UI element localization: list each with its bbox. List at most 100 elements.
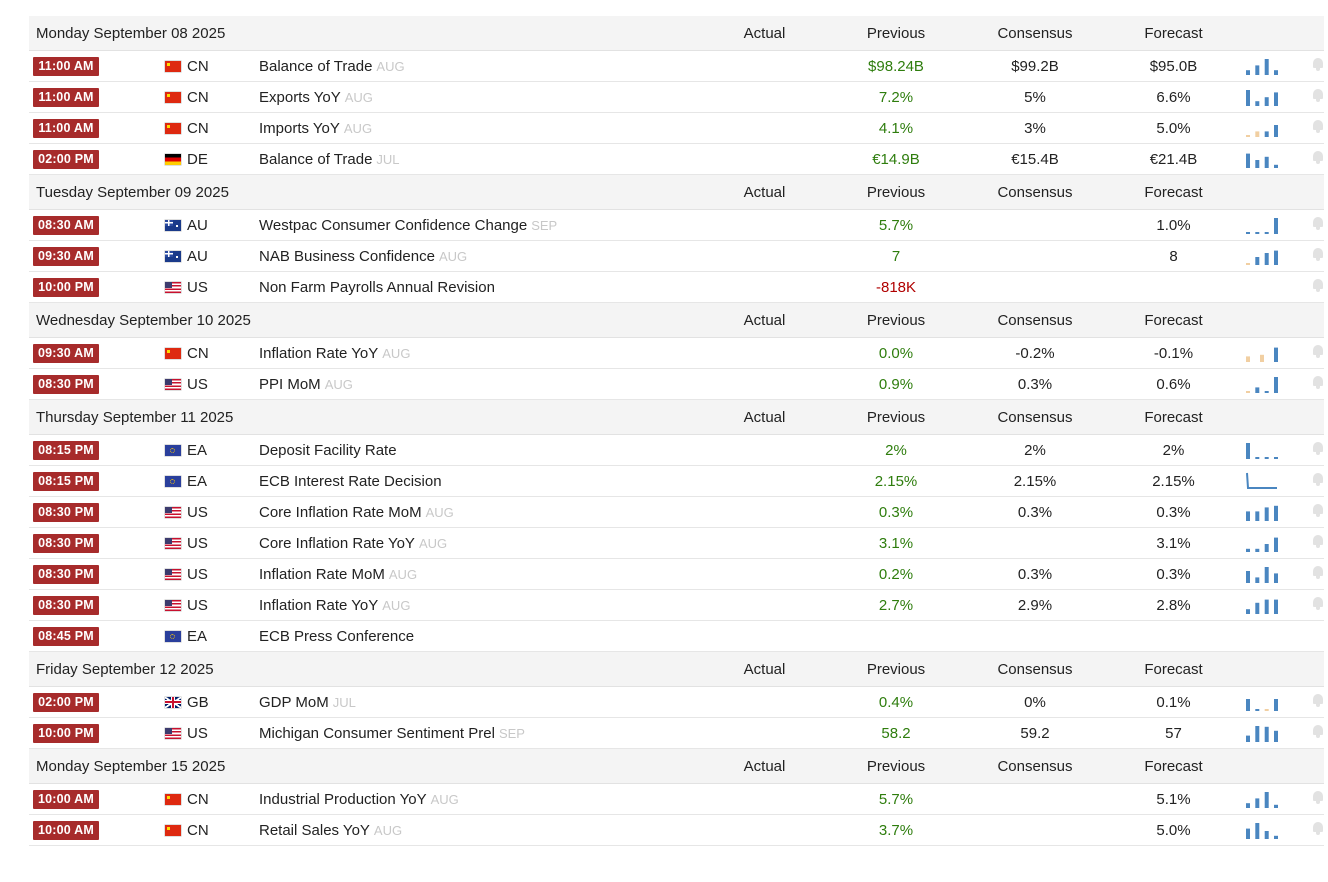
day-date: Thursday September 11 2025 — [36, 408, 234, 426]
sparkline-chart[interactable] — [1232, 724, 1312, 742]
event-name-link[interactable]: GDP MoM — [259, 693, 329, 711]
event-row[interactable]: 08:15 PM EA Deposit Facility Rate 2% 2% … — [29, 435, 1324, 466]
bell-alert-icon[interactable] — [1312, 596, 1324, 610]
country-code: EA — [187, 627, 208, 645]
sparkline-chart[interactable] — [1232, 119, 1312, 137]
bell-alert-icon[interactable] — [1312, 693, 1324, 707]
event-name-link[interactable]: ECB Interest Rate Decision — [259, 472, 442, 490]
sparkline-chart[interactable] — [1232, 247, 1312, 265]
event-row[interactable]: 02:00 PM DE Balance of Trade JUL €14.9B €… — [29, 144, 1324, 175]
event-name-link[interactable]: ECB Press Conference — [259, 627, 415, 645]
event-row[interactable]: 08:30 AM AU Westpac Consumer Confidence … — [29, 210, 1324, 241]
bell-alert-icon[interactable] — [1312, 565, 1324, 579]
reference-period: JUL — [376, 151, 400, 167]
country-flag-icon — [165, 378, 181, 390]
event-time-badge: 08:30 PM — [33, 564, 99, 584]
event-row[interactable]: 08:30 PM US PPI MoM AUG 0.9% 0.3% 0.6% — [29, 369, 1324, 400]
event-name-link[interactable]: Exports YoY — [259, 88, 341, 106]
bell-alert-icon[interactable] — [1312, 88, 1324, 102]
sparkline-chart[interactable] — [1232, 375, 1312, 393]
forecast-value: 2.8% — [1156, 596, 1191, 614]
sparkline-chart[interactable] — [1232, 565, 1312, 583]
event-row[interactable]: 08:30 PM US Core Inflation Rate YoY AUG 3… — [29, 528, 1324, 559]
sparkline-chart[interactable] — [1232, 534, 1312, 552]
bell-alert-icon[interactable] — [1312, 790, 1324, 804]
event-row[interactable]: 11:00 AM CN Imports YoY AUG 4.1% 3% 5.0% — [29, 113, 1324, 144]
event-row[interactable]: 08:45 PM EA ECB Press Conference — [29, 621, 1324, 652]
sparkline-chart[interactable] — [1232, 790, 1312, 808]
event-row[interactable]: 10:00 PM US Michigan Consumer Sentiment … — [29, 718, 1324, 749]
event-row[interactable]: 10:00 AM CN Retail Sales YoY AUG 3.7% 5.0… — [29, 815, 1324, 846]
forecast-value: 0.1% — [1156, 693, 1191, 711]
event-name-link[interactable]: Deposit Facility Rate — [259, 441, 397, 459]
previous-value: 5.7% — [878, 216, 914, 234]
event-name-link[interactable]: Core Inflation Rate MoM — [259, 503, 422, 521]
bell-alert-icon[interactable] — [1312, 216, 1324, 230]
previous-value: 2% — [885, 441, 907, 459]
event-name-link[interactable]: Imports YoY — [259, 119, 340, 137]
bell-alert-icon[interactable] — [1312, 278, 1324, 292]
event-row[interactable]: 09:30 AM AU NAB Business Confidence AUG 7… — [29, 241, 1324, 272]
bell-alert-icon[interactable] — [1312, 821, 1324, 835]
bell-alert-icon[interactable] — [1312, 247, 1324, 261]
country-flag-icon — [165, 696, 181, 708]
consensus-value: 0% — [1024, 693, 1046, 711]
bell-alert-icon[interactable] — [1312, 344, 1324, 358]
bell-alert-icon[interactable] — [1312, 441, 1324, 455]
event-row[interactable]: 11:00 AM CN Exports YoY AUG 7.2% 5% 6.6% — [29, 82, 1324, 113]
event-name-link[interactable]: Michigan Consumer Sentiment Prel — [259, 724, 495, 742]
event-row[interactable]: 02:00 PM GB GDP MoM JUL 0.4% 0% 0.1% — [29, 687, 1324, 718]
event-row[interactable]: 08:30 PM US Inflation Rate YoY AUG 2.7% 2… — [29, 590, 1324, 621]
column-header-actual: Actual — [743, 757, 786, 775]
sparkline-chart[interactable] — [1232, 821, 1312, 839]
event-name-link[interactable]: NAB Business Confidence — [259, 247, 435, 265]
bell-alert-icon[interactable] — [1312, 150, 1324, 164]
event-row[interactable]: 11:00 AM CN Balance of Trade AUG $98.24B … — [29, 51, 1324, 82]
event-name-link[interactable]: Balance of Trade — [259, 57, 373, 75]
event-name-link[interactable]: Inflation Rate YoY — [259, 596, 379, 614]
sparkline-chart[interactable] — [1232, 472, 1312, 490]
sparkline-bar — [1246, 571, 1250, 583]
event-row[interactable]: 08:30 PM US Inflation Rate MoM AUG 0.2% 0… — [29, 559, 1324, 590]
event-row[interactable]: 09:30 AM CN Inflation Rate YoY AUG 0.0% -… — [29, 338, 1324, 369]
event-time-badge: 08:15 PM — [33, 440, 99, 460]
sparkline-chart[interactable] — [1232, 596, 1312, 614]
previous-value: 0.2% — [878, 565, 914, 583]
bell-alert-icon[interactable] — [1312, 503, 1324, 517]
sparkline-chart[interactable] — [1232, 150, 1312, 168]
event-name-link[interactable]: PPI MoM — [259, 375, 321, 393]
event-time-badge: 10:00 AM — [33, 789, 99, 809]
sparkline-chart[interactable] — [1232, 503, 1312, 521]
bell-alert-icon[interactable] — [1312, 724, 1324, 738]
event-time-badge: 08:30 AM — [33, 215, 99, 235]
bell-alert-icon[interactable] — [1312, 375, 1324, 389]
event-name-link[interactable]: Inflation Rate MoM — [259, 565, 385, 583]
sparkline-chart[interactable] — [1232, 216, 1312, 234]
sparkline-chart[interactable] — [1232, 88, 1312, 106]
event-row[interactable]: 10:00 PM US Non Farm Payrolls Annual Rev… — [29, 272, 1324, 303]
event-row[interactable]: 08:30 PM US Core Inflation Rate MoM AUG 0… — [29, 497, 1324, 528]
reference-period: AUG — [324, 376, 353, 392]
sparkline-bar — [1246, 548, 1250, 552]
sparkline-chart[interactable] — [1232, 57, 1312, 75]
event-name-link[interactable]: Core Inflation Rate YoY — [259, 534, 415, 552]
event-name-link[interactable]: Industrial Production YoY — [259, 790, 427, 808]
bell-alert-icon[interactable] — [1312, 119, 1324, 133]
event-name-link[interactable]: Inflation Rate YoY — [259, 344, 379, 362]
sparkline-chart[interactable] — [1232, 693, 1312, 711]
sparkline-bar — [1255, 709, 1260, 711]
event-row[interactable]: 08:15 PM EA ECB Interest Rate Decision 2… — [29, 466, 1324, 497]
event-name-link[interactable]: Non Farm Payrolls Annual Revision — [259, 278, 495, 296]
event-name-link[interactable]: Balance of Trade — [259, 150, 373, 168]
bell-alert-icon[interactable] — [1312, 534, 1324, 548]
sparkline-chart[interactable] — [1232, 344, 1312, 362]
event-name-link[interactable]: Westpac Consumer Confidence Change — [259, 216, 528, 234]
event-name-link[interactable]: Retail Sales YoY — [259, 821, 370, 839]
country-flag-icon — [165, 60, 181, 72]
reference-period: AUG — [425, 504, 454, 520]
sparkline-chart[interactable] — [1232, 441, 1312, 459]
bell-alert-icon[interactable] — [1312, 57, 1324, 71]
bell-alert-icon[interactable] — [1312, 472, 1324, 486]
event-row[interactable]: 10:00 AM CN Industrial Production YoY AUG… — [29, 784, 1324, 815]
country-code: AU — [187, 216, 208, 234]
